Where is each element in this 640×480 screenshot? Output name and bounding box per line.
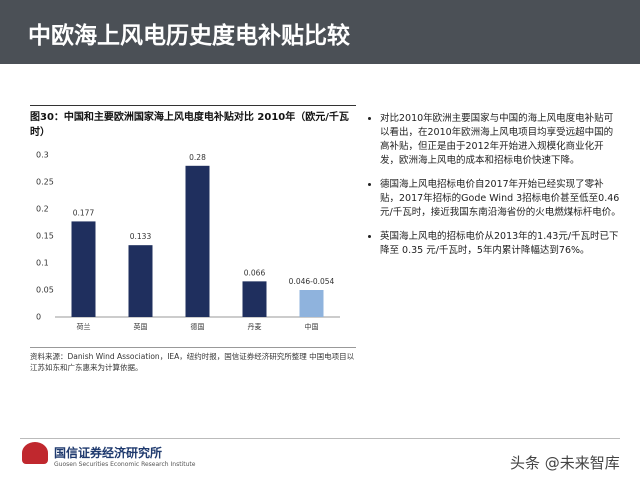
bar (299, 290, 324, 317)
y-tick-label: 0.1 (36, 259, 49, 268)
x-tick-label: 英国 (134, 322, 148, 331)
bar (128, 245, 153, 317)
slide-title: 中欧海上风电历史度电补贴比较 (28, 23, 350, 49)
y-tick-label: 0 (36, 313, 41, 322)
y-tick-label: 0.2 (36, 205, 49, 214)
y-tick-label: 0.15 (36, 232, 54, 241)
source-note: 资料来源：Danish Wind Association，IEA，纽约时报，国信… (30, 347, 356, 373)
bullet: 英国海上风电的招标电价从2013年的1.43元/千瓦时已下降至 0.35 元/千… (380, 230, 622, 258)
bar (242, 281, 267, 317)
bullet: 德国海上风电招标电价自2017年开始已经实现了零补贴，2017年招标的Gode … (380, 178, 622, 220)
chart-title: 图30：中国和主要欧洲国家海上风电度电补贴对比 2010年（欧元/千瓦时） (30, 112, 349, 138)
y-tick-label: 0.3 (36, 151, 49, 160)
watermark: 头条 @未来智库 (510, 454, 620, 472)
x-tick-label: 中国 (305, 322, 319, 331)
bar (71, 221, 96, 317)
logo (22, 442, 48, 464)
header: 中欧海上风电历史度电补贴比较 (0, 0, 640, 64)
footer-org: 国信证券经济研究所 (54, 446, 163, 460)
footer-line (20, 438, 620, 439)
bullets: 对比2010年欧洲主要国家与中国的海上风电度电补贴可以看出，在2010年欧洲海上… (366, 112, 622, 268)
bar (185, 165, 210, 317)
value-label: 0.046-0.054 (289, 277, 335, 286)
value-label: 0.133 (130, 232, 152, 241)
value-label: 0.177 (73, 208, 95, 217)
footer-org-en: Guosen Securities Economic Research Inst… (54, 461, 196, 468)
value-label: 0.28 (189, 153, 206, 162)
bullet: 对比2010年欧洲主要国家与中国的海上风电度电补贴可以看出，在2010年欧洲海上… (380, 112, 622, 168)
y-tick-label: 0.25 (36, 178, 54, 187)
x-tick-label: 德国 (191, 322, 205, 331)
chart-panel: 图30：中国和主要欧洲国家海上风电度电补贴对比 2010年（欧元/千瓦时） (30, 105, 356, 140)
y-tick-label: 0.05 (36, 286, 54, 295)
x-tick-label: 荷兰 (77, 322, 91, 331)
x-tick-label: 丹麦 (248, 322, 262, 331)
value-label: 0.066 (244, 268, 266, 277)
